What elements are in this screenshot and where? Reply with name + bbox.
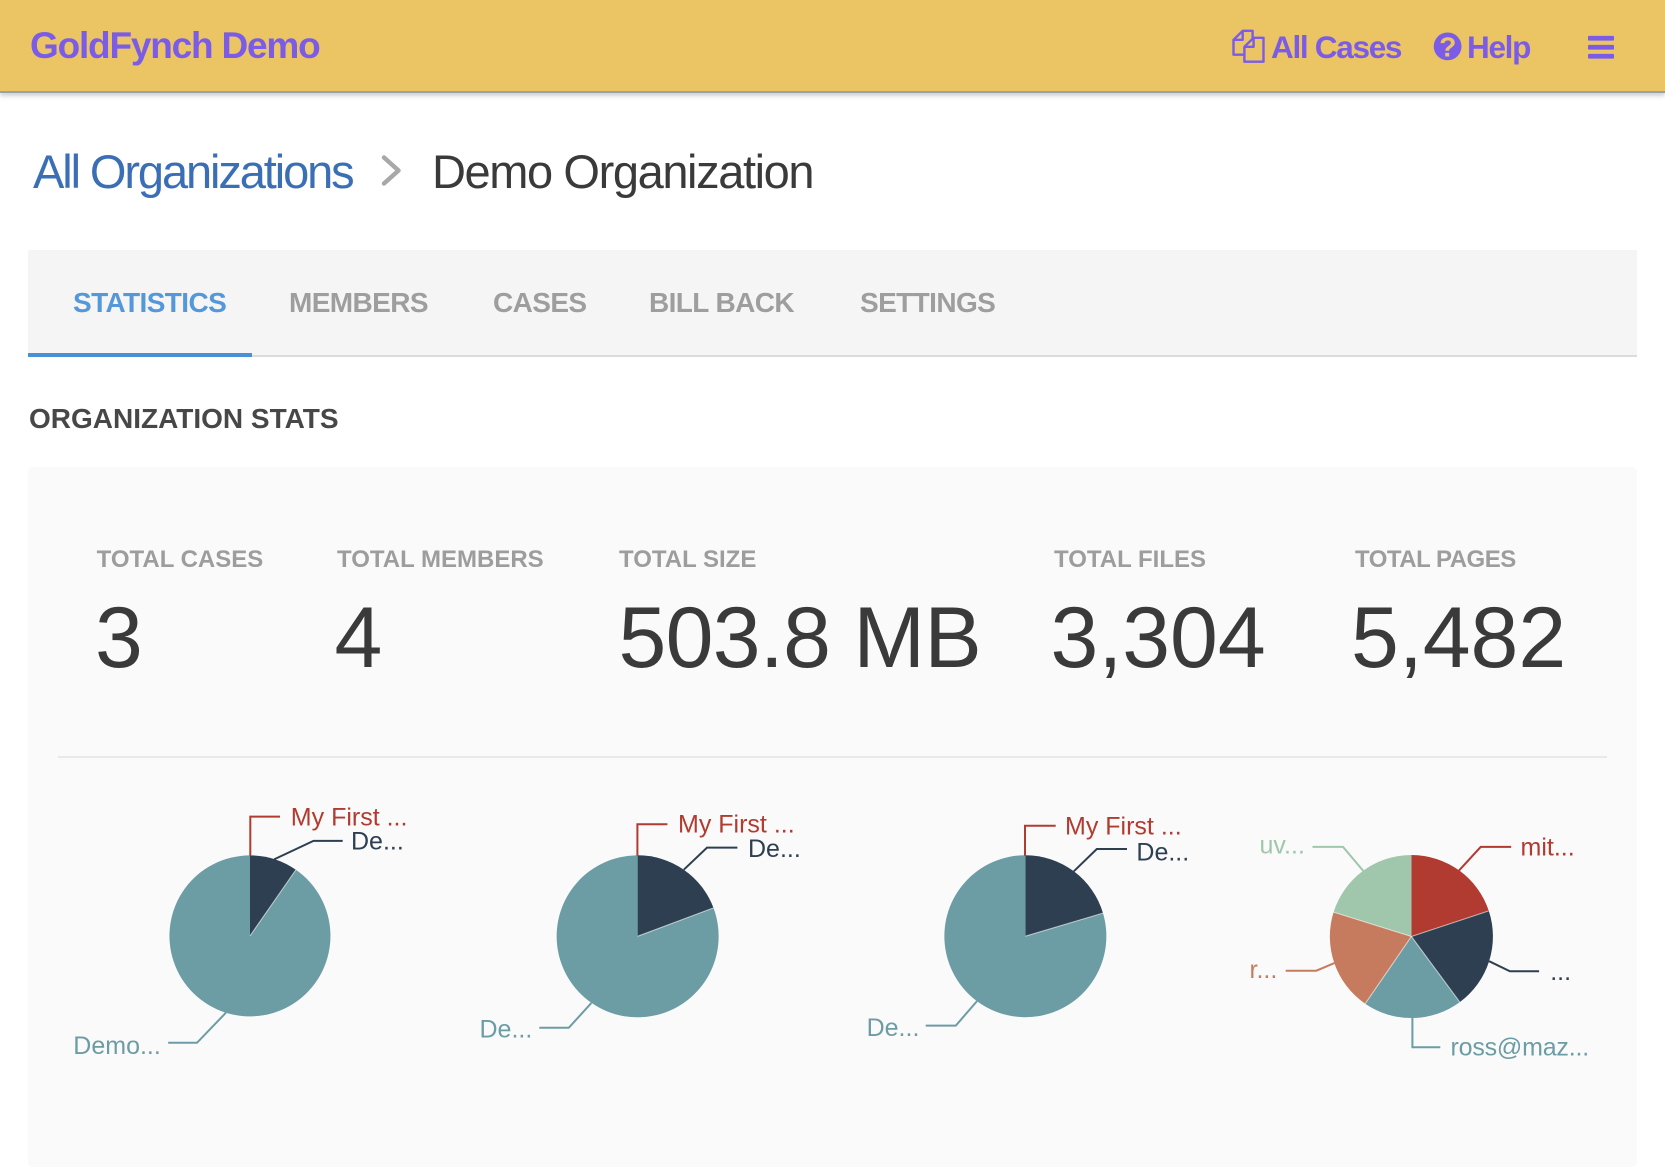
svg-text:mit...: mit... — [1521, 833, 1575, 861]
svg-text:My First ...: My First ... — [291, 803, 408, 831]
svg-text:De...: De... — [867, 1014, 920, 1042]
svg-text:De...: De... — [1136, 839, 1189, 867]
svg-text:uv...: uv... — [1260, 832, 1305, 860]
svg-text:Demo...: Demo... — [73, 1032, 161, 1060]
svg-text:My First ...: My First ... — [678, 810, 795, 838]
svg-text:De...: De... — [748, 835, 801, 863]
svg-text:My First ...: My First ... — [1065, 813, 1182, 841]
svg-text:De...: De... — [351, 828, 404, 856]
svg-text:r...: r... — [1250, 956, 1278, 984]
svg-text:ross@maz...: ross@maz... — [1451, 1034, 1589, 1062]
svg-text:?: ? — [1439, 32, 1456, 63]
svg-text:...: ... — [1550, 958, 1571, 986]
svg-text:De...: De... — [480, 1016, 533, 1044]
